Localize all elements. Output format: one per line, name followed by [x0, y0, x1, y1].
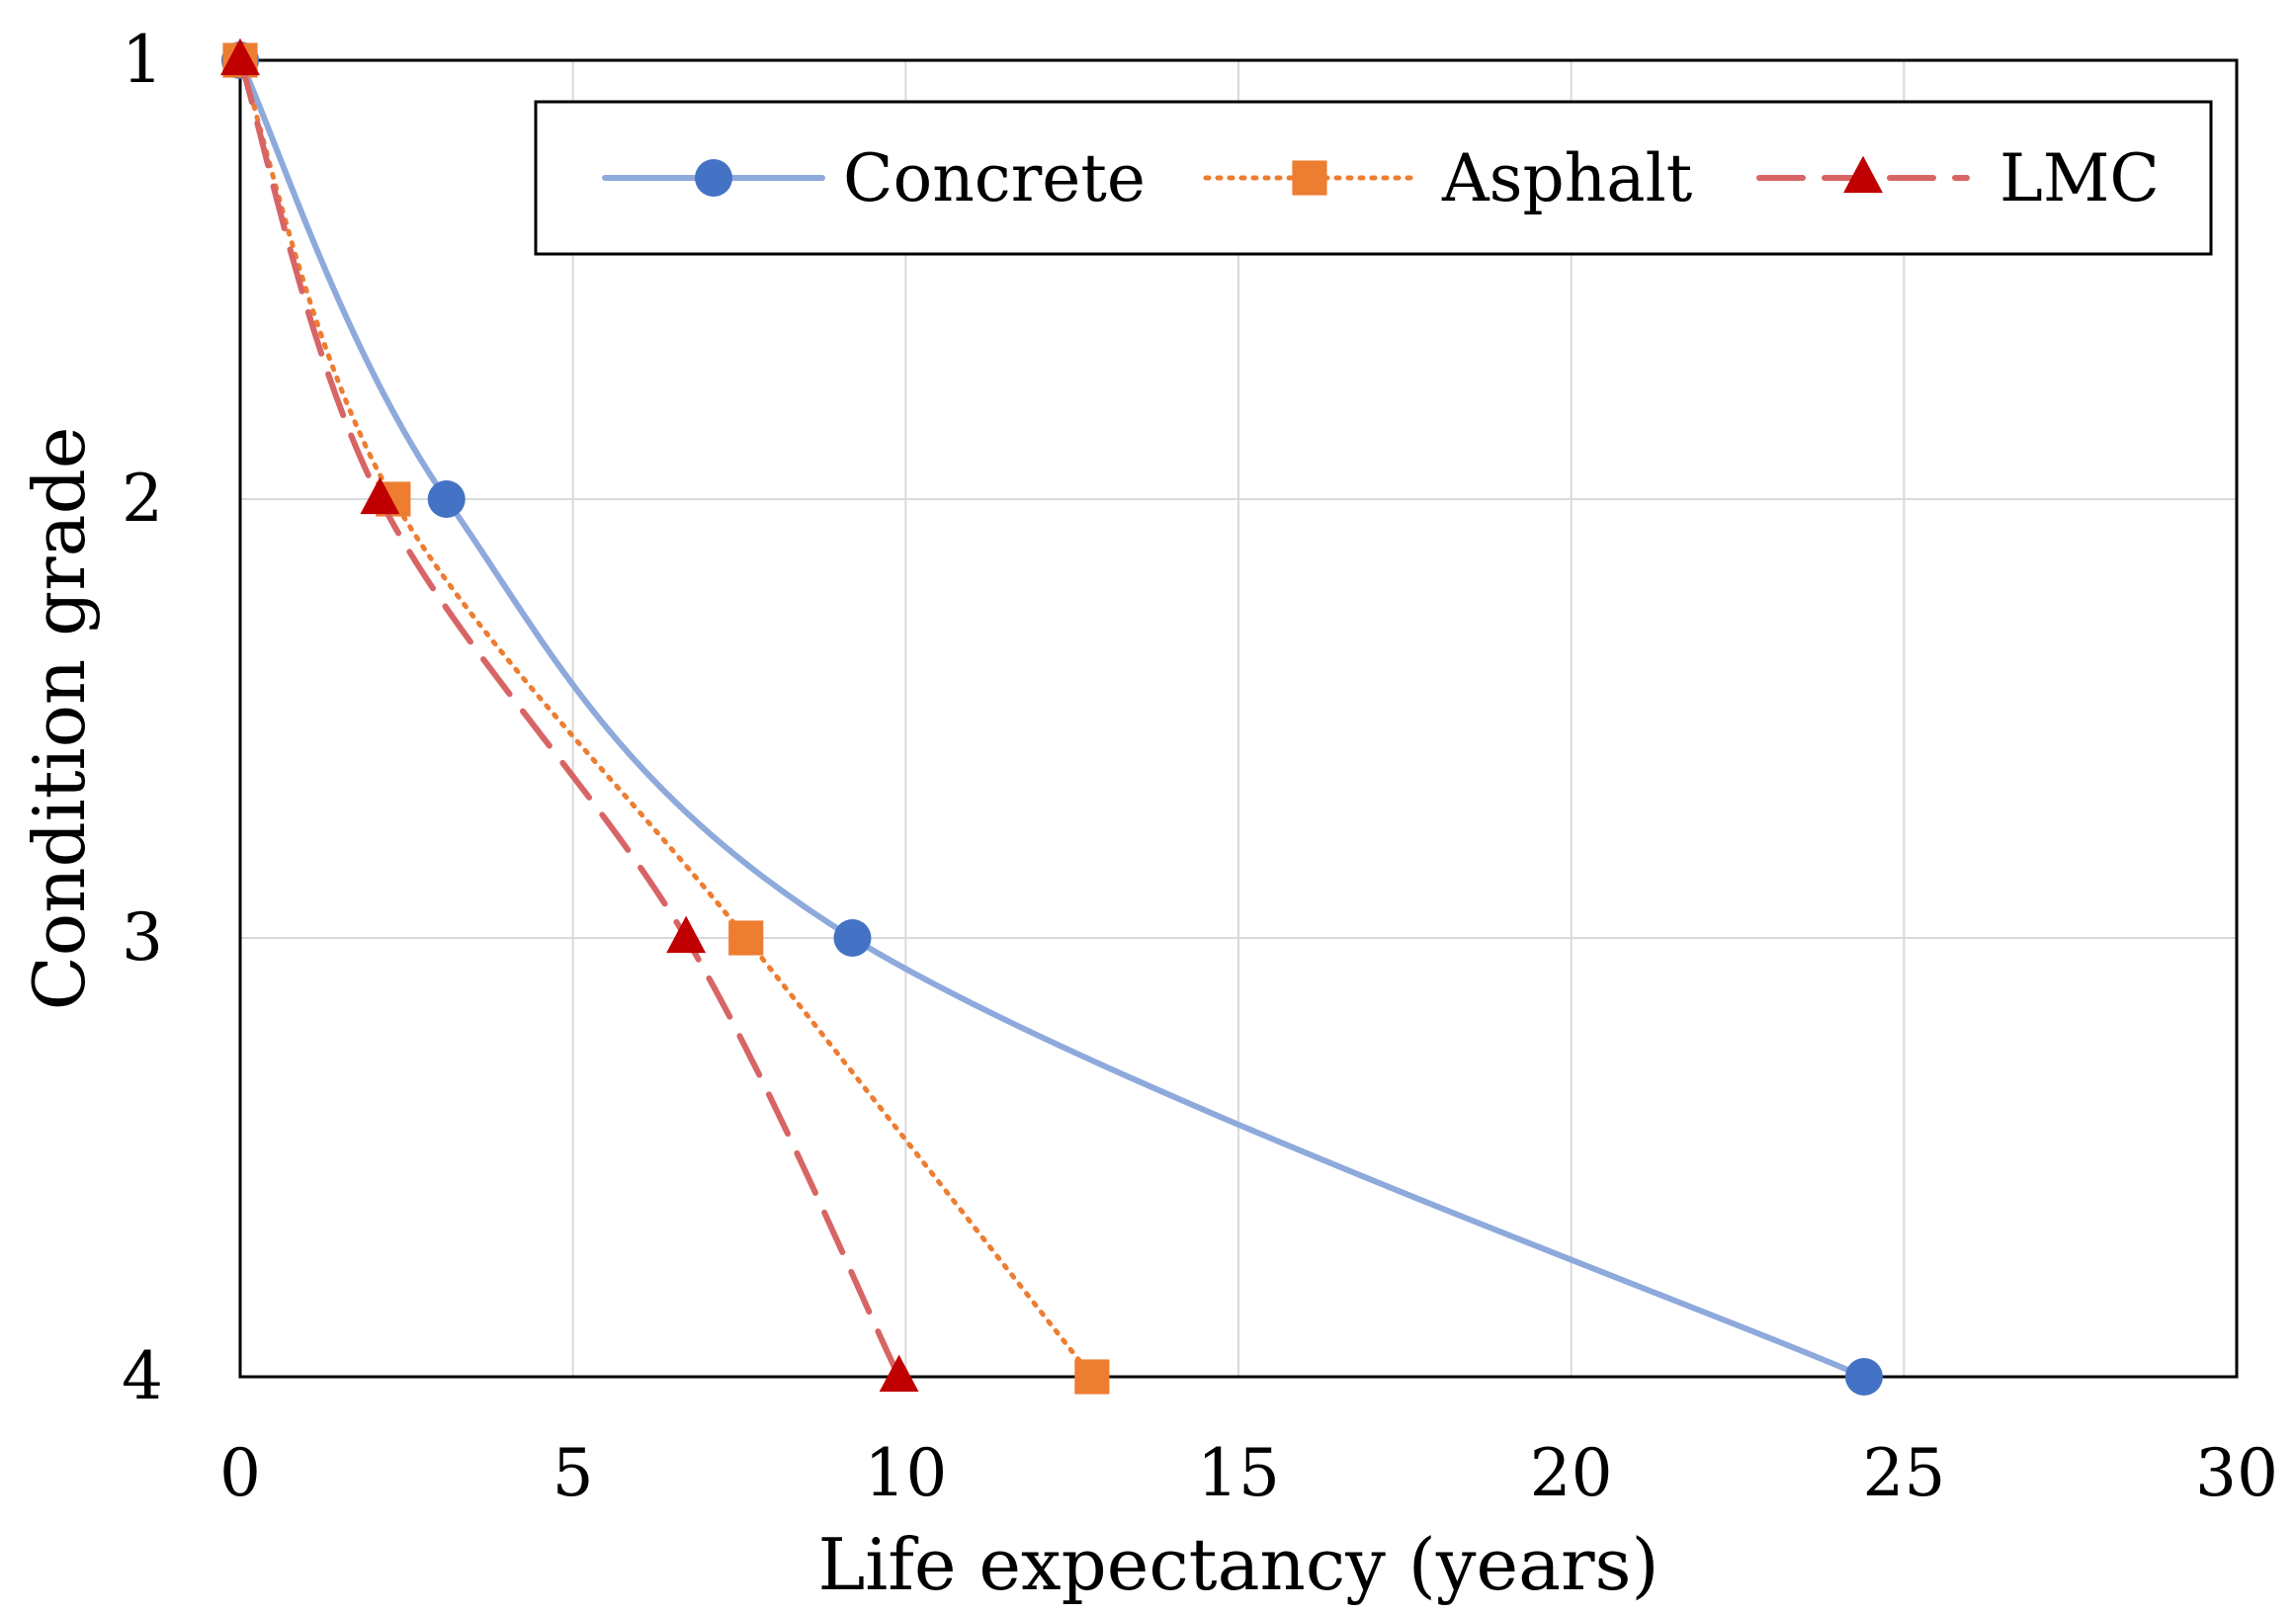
- data-point-lmc: [220, 38, 260, 76]
- tick-labels: 0 5 10 15 20 25 30 1 2 3 4: [122, 22, 2278, 1511]
- y-tick-label: 1: [122, 22, 163, 98]
- data-point-asphalt: [728, 920, 764, 956]
- legend-item-lmc: LMC: [1756, 140, 2160, 216]
- legend-label-lmc: LMC: [1999, 140, 2160, 216]
- data-point-concrete: [833, 919, 872, 957]
- y-axis-title: Condition grade: [18, 427, 101, 1011]
- legend-marker-concrete: [695, 159, 732, 197]
- legend-item-concrete: Concrete: [602, 140, 1146, 216]
- data-point-asphalt: [1074, 1359, 1110, 1395]
- series-layer: [220, 38, 1883, 1396]
- x-tick-label: 15: [1197, 1435, 1280, 1511]
- data-point-concrete: [427, 480, 466, 518]
- x-tick-label: 0: [219, 1435, 261, 1511]
- series-line-lmc: [237, 57, 902, 1380]
- y-tick-label: 2: [122, 461, 163, 537]
- legend-marker-asphalt: [1292, 160, 1327, 196]
- data-point-lmc: [360, 476, 400, 515]
- x-tick-label: 10: [864, 1435, 947, 1511]
- legend-label-concrete: Concrete: [843, 140, 1146, 216]
- series-line-concrete: [237, 57, 1867, 1380]
- legend-marker-lmc: [1843, 155, 1883, 194]
- series-lmc: [220, 38, 919, 1393]
- legend-label-asphalt: Asphalt: [1441, 140, 1692, 216]
- x-tick-label: 30: [2195, 1435, 2278, 1511]
- data-point-lmc: [879, 1354, 919, 1393]
- grid-lines: [240, 60, 2237, 1377]
- data-point-concrete: [1844, 1358, 1883, 1396]
- legend: Concrete Asphalt LMC: [534, 100, 2213, 256]
- x-axis-title: Life expectancy (years): [817, 1523, 1658, 1606]
- x-tick-label: 20: [1530, 1435, 1613, 1511]
- y-tick-label: 4: [122, 1338, 163, 1414]
- plot-frame: [238, 58, 2239, 1379]
- y-tick-label: 3: [122, 899, 163, 976]
- data-point-lmc: [666, 915, 707, 954]
- x-tick-label: 25: [1862, 1435, 1945, 1511]
- x-tick-label: 5: [553, 1435, 594, 1511]
- series-line-asphalt: [237, 57, 1095, 1380]
- legend-item-asphalt: Asphalt: [1203, 140, 1692, 216]
